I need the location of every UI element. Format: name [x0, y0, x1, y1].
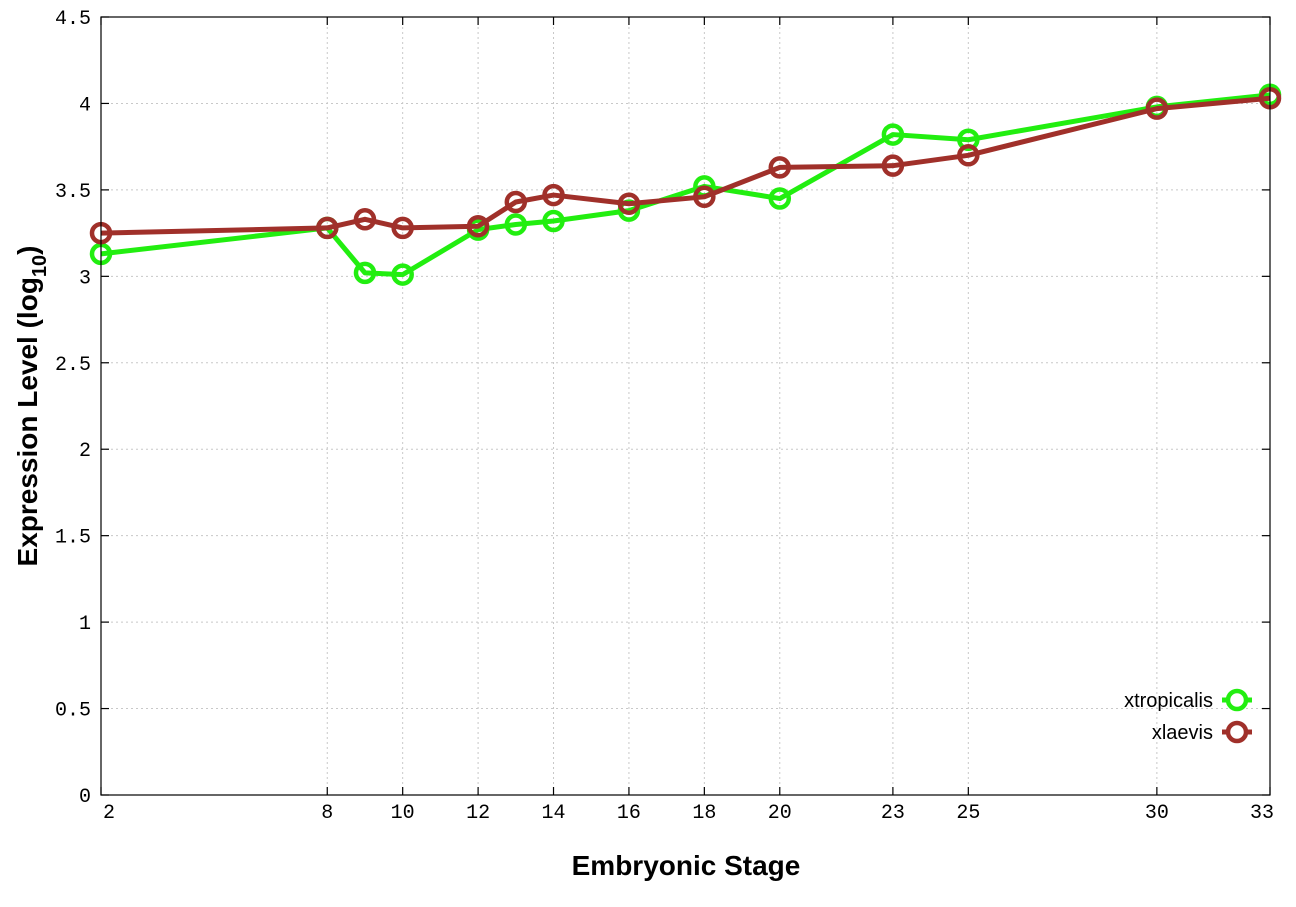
data-point-xtropicalis: [353, 261, 377, 285]
data-point-xlaevis: [617, 192, 641, 215]
data-point-xlaevis: [768, 156, 792, 179]
data-point-xlaevis: [504, 190, 528, 214]
legend-marker-xtropicalis: [1225, 688, 1249, 712]
x-tick-label: 23: [881, 802, 905, 825]
x-tick-label: 16: [617, 802, 641, 825]
y-tick-label: 4: [79, 94, 91, 117]
series-xlaevis: [89, 87, 1282, 245]
data-point-xlaevis: [542, 183, 565, 207]
data-point-xtropicalis: [768, 187, 792, 210]
series-line-xtropicalis: [100, 92, 1271, 278]
x-tick-label: 20: [768, 802, 792, 825]
data-point-xtropicalis: [504, 213, 528, 236]
y-tick-label: 0.5: [55, 700, 91, 723]
data-point-xtropicalis: [881, 123, 905, 146]
series-line-xlaevis: [100, 95, 1271, 236]
y-tick-label: 1: [79, 613, 91, 636]
x-tick-label: 30: [1145, 802, 1169, 825]
y-axis-title-main: Expression Level (log: [12, 277, 43, 566]
x-tick-label: 25: [956, 802, 980, 825]
x-tick-label: 33: [1250, 802, 1274, 825]
legend-label-xlaevis: xlaevis: [1152, 722, 1213, 744]
y-tick-label: 3.5: [55, 181, 91, 204]
data-point-xlaevis: [957, 144, 980, 167]
y-axis-title: Expression Level (log10): [12, 246, 51, 567]
data-point-xtropicalis: [391, 263, 414, 286]
y-tick-label: 2: [79, 440, 91, 463]
data-point-xlaevis: [353, 208, 377, 231]
plot-frame: [100, 16, 1271, 796]
legend-marker-xlaevis: [1225, 720, 1249, 744]
x-tick-label: 2: [103, 802, 115, 825]
data-point-xlaevis: [391, 216, 414, 240]
data-point-xlaevis: [1145, 97, 1169, 120]
y-tick-label: 1.5: [55, 527, 91, 550]
y-tick-label: 2.5: [55, 354, 91, 377]
data-point-xtropicalis: [957, 128, 980, 152]
grid-lines: [101, 17, 1270, 795]
y-axis-title-close: ): [12, 246, 43, 255]
y-tick-label: 0: [79, 786, 91, 809]
y-axis-title-subscript: 10: [29, 255, 51, 277]
data-series: [89, 83, 1282, 286]
y-tick-label: 3: [79, 267, 91, 290]
series-xtropicalis: [89, 83, 1282, 286]
x-tick-label: 12: [466, 802, 490, 825]
data-point-xlaevis: [466, 214, 490, 238]
x-tick-label: 8: [321, 802, 333, 825]
data-point-xtropicalis: [542, 209, 565, 233]
x-tick-label: 18: [692, 802, 716, 825]
y-tick-label: 4.5: [55, 8, 91, 31]
data-point-xlaevis: [316, 216, 339, 240]
x-tick-label: 10: [391, 802, 415, 825]
legend-label-xtropicalis: xtropicalis: [1124, 690, 1213, 712]
axis-ticks: [100, 16, 1271, 796]
data-point-xlaevis: [693, 185, 716, 209]
legend: xtropicalis xlaevis: [1124, 688, 1252, 744]
x-tick-label: 14: [542, 802, 566, 825]
tick-labels: 0 0.5 1 1.5 2 2.5 3 3.5 4 4.5 2 8 10 12 14 16 18 20 23 25 30…: [55, 8, 1274, 825]
data-point-xlaevis: [881, 154, 905, 177]
x-axis-title: Embryonic Stage: [572, 850, 801, 881]
